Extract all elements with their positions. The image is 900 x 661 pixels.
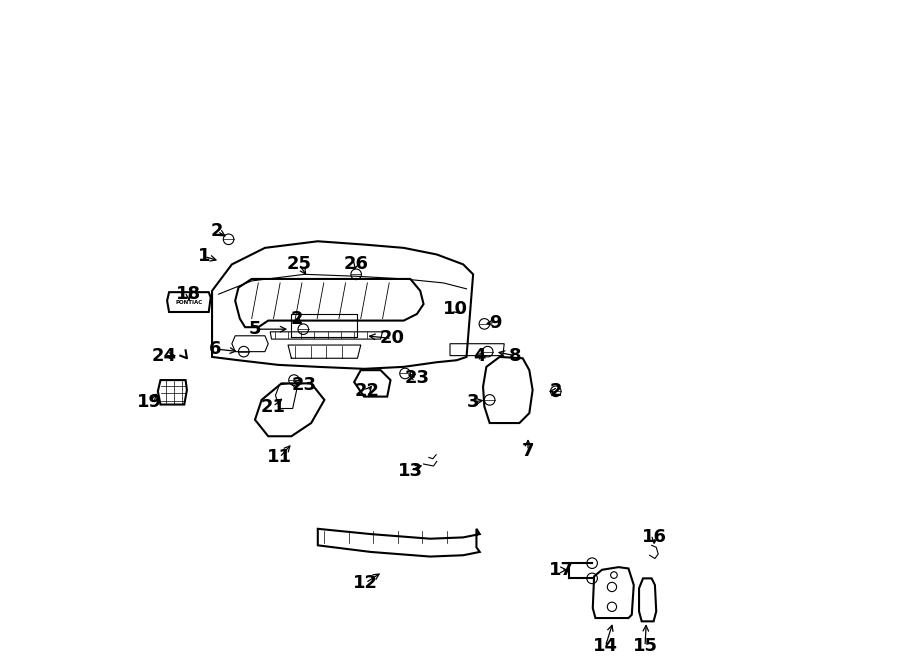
Text: 23: 23 (292, 375, 317, 394)
Text: 11: 11 (267, 448, 292, 467)
Text: 4: 4 (473, 346, 486, 365)
Text: 24: 24 (152, 346, 177, 365)
Text: 9: 9 (489, 313, 501, 332)
Text: 13: 13 (398, 461, 423, 480)
Text: PONTIAC: PONTIAC (176, 299, 202, 305)
Text: 22: 22 (355, 382, 380, 401)
Text: 26: 26 (344, 255, 369, 274)
Text: 2: 2 (212, 222, 223, 241)
Text: 5: 5 (248, 320, 261, 338)
Text: 10: 10 (443, 300, 468, 319)
Text: 19: 19 (137, 393, 162, 411)
Text: 16: 16 (643, 527, 668, 546)
Text: 21: 21 (260, 397, 285, 416)
Text: 20: 20 (379, 329, 404, 348)
Text: 15: 15 (633, 637, 658, 656)
Text: 6: 6 (209, 340, 221, 358)
Text: 25: 25 (287, 255, 311, 274)
Text: 2: 2 (291, 309, 303, 328)
Text: 17: 17 (548, 561, 573, 579)
Text: 3: 3 (467, 393, 480, 411)
Text: 2: 2 (550, 382, 562, 401)
Text: 18: 18 (176, 285, 202, 303)
Text: 14: 14 (593, 637, 617, 656)
Text: 23: 23 (404, 369, 429, 387)
Text: 8: 8 (508, 346, 521, 365)
Text: 12: 12 (353, 574, 378, 592)
Text: 7: 7 (522, 442, 535, 460)
Text: 1: 1 (198, 247, 211, 266)
